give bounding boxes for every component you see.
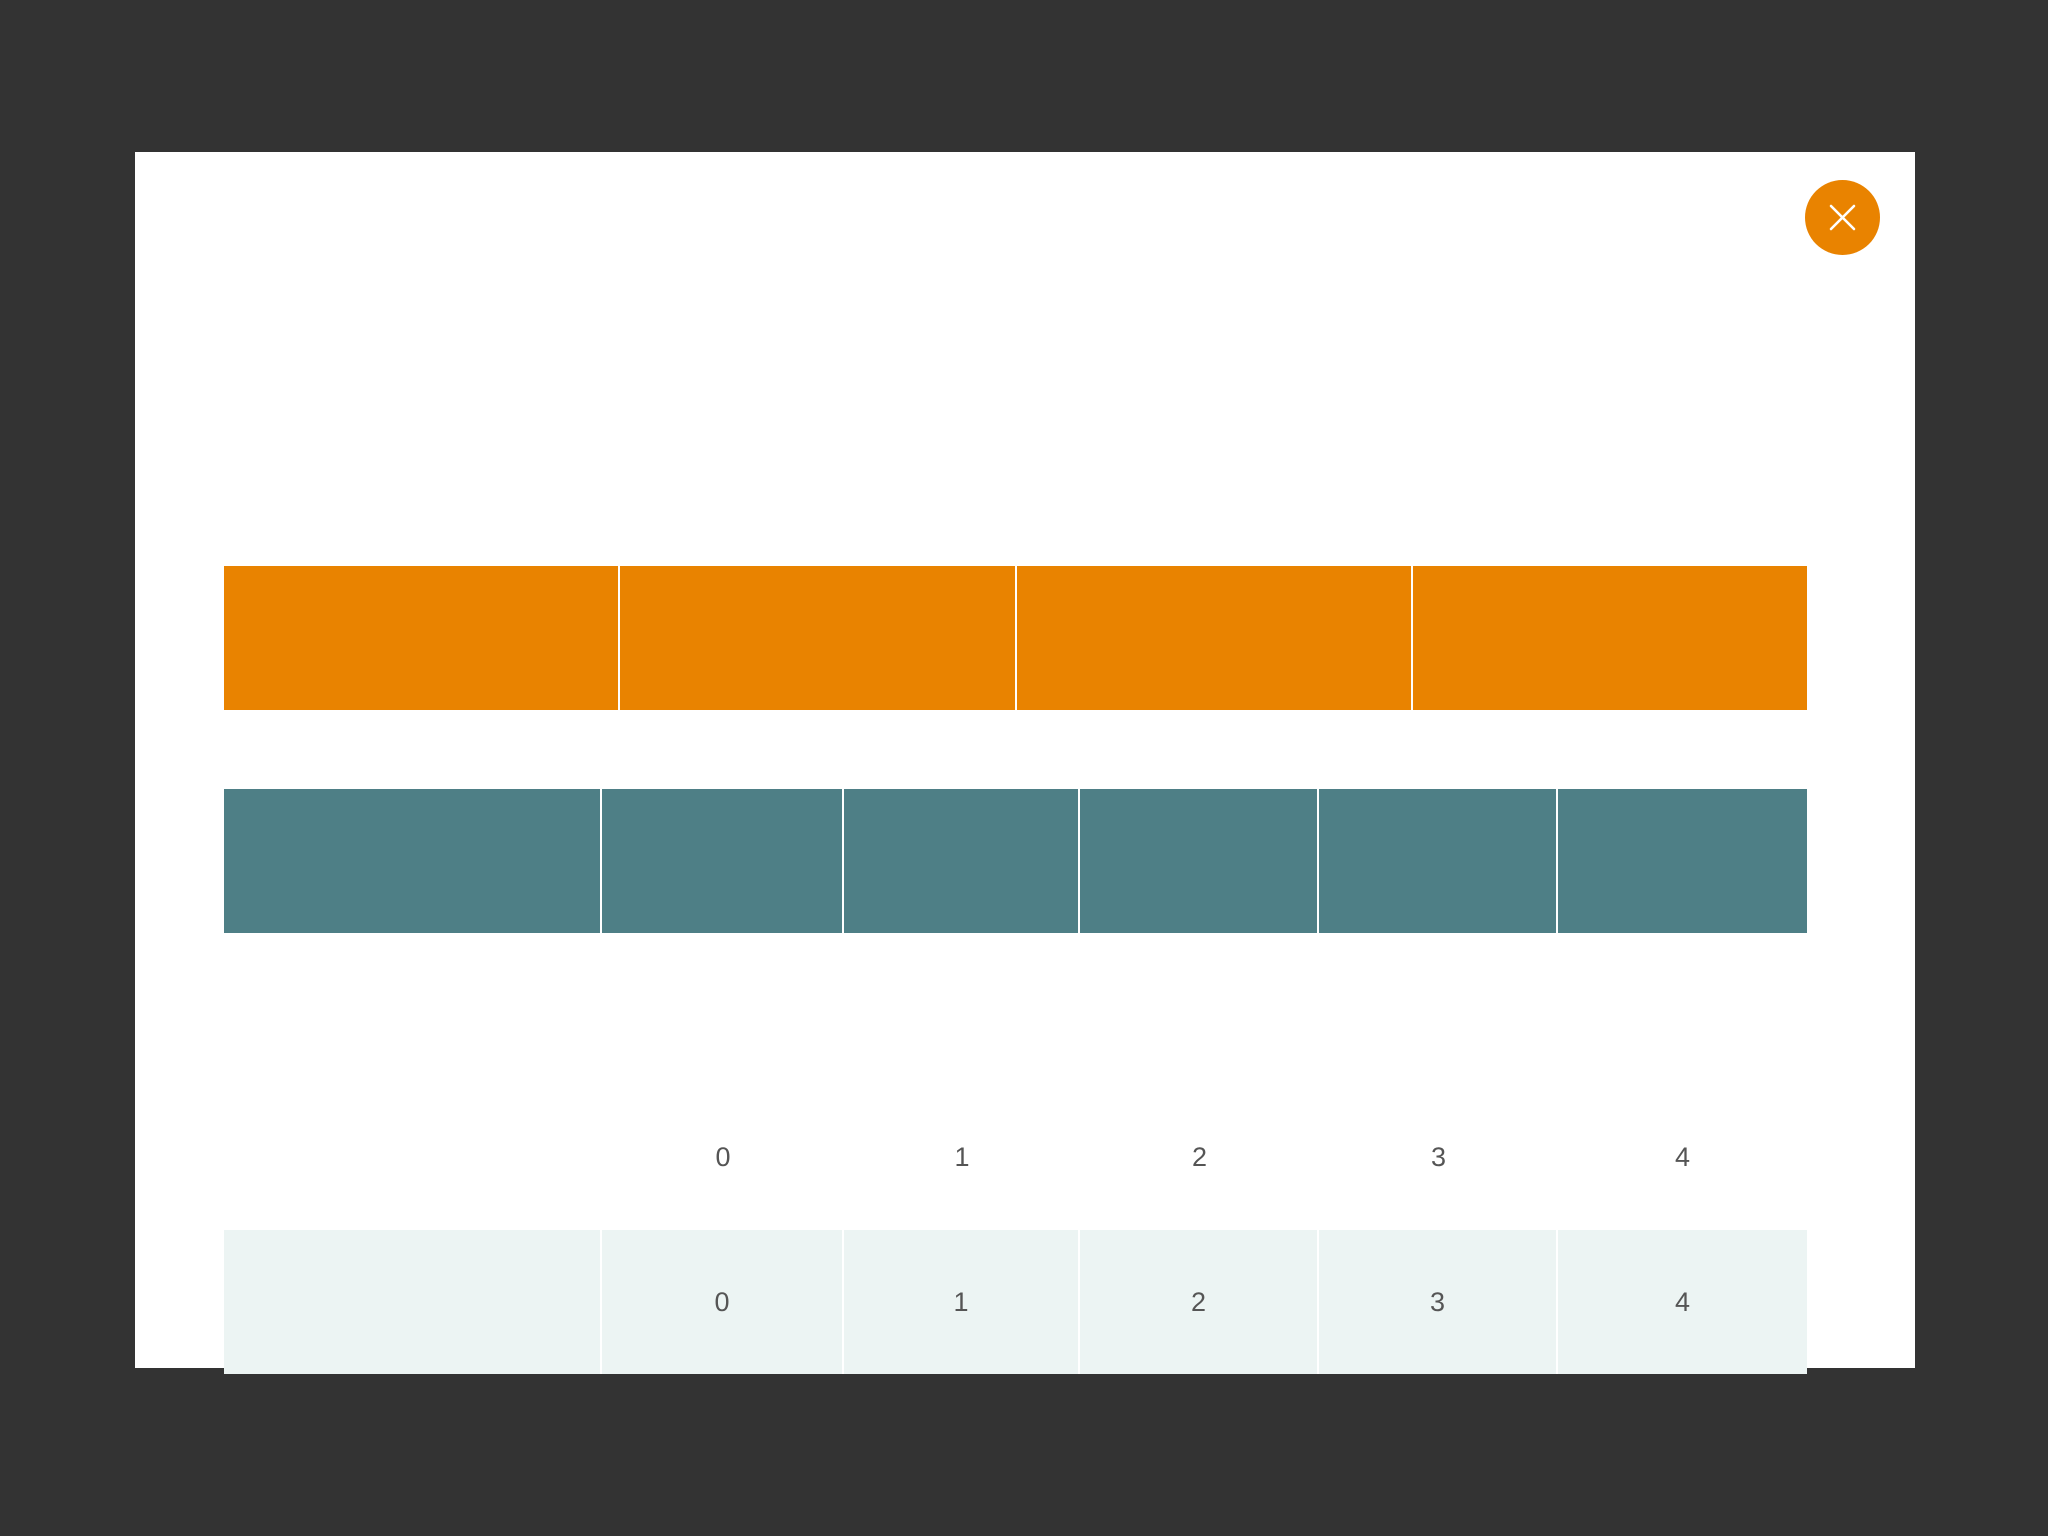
- teal-bar-segment[interactable]: [224, 789, 602, 933]
- teal-bar-segment[interactable]: [1558, 789, 1807, 933]
- light-row-cell[interactable]: 4: [1558, 1230, 1807, 1374]
- teal-bar-segment[interactable]: [844, 789, 1080, 933]
- modal-dialog: 0 1 2 3 4 0 1 2 3 4: [135, 152, 1915, 1374]
- number-label: [224, 1137, 602, 1177]
- light-row-cell[interactable]: 1: [844, 1230, 1080, 1374]
- number-label: 0: [715, 1141, 731, 1172]
- light-row-cell[interactable]: 2: [1080, 1230, 1319, 1374]
- teal-fraction-bar: [224, 789, 1807, 933]
- orange-bar-segment[interactable]: [1412, 566, 1807, 710]
- orange-bar-segment[interactable]: [1016, 566, 1413, 710]
- teal-bar-segment[interactable]: [1319, 789, 1558, 933]
- light-row-cell[interactable]: 3: [1319, 1230, 1558, 1374]
- close-icon: [1829, 204, 1856, 231]
- number-label: 4: [1674, 1141, 1691, 1172]
- teal-bar-segment[interactable]: [1080, 789, 1319, 933]
- close-button[interactable]: [1805, 180, 1880, 255]
- light-row-cell[interactable]: 0: [602, 1230, 844, 1374]
- orange-fraction-bar: [224, 566, 1807, 710]
- teal-bar-segment[interactable]: [602, 789, 844, 933]
- number-label: 2: [1191, 1141, 1208, 1172]
- light-row-cell[interactable]: [224, 1230, 602, 1374]
- light-number-row: 0 1 2 3 4: [224, 1230, 1807, 1374]
- orange-bar-segment[interactable]: [620, 566, 1017, 710]
- number-label: 1: [954, 1141, 970, 1172]
- number-label: 3: [1430, 1141, 1447, 1172]
- number-labels-row: 0 1 2 3 4: [224, 1137, 1807, 1177]
- orange-bar-segment[interactable]: [224, 566, 621, 710]
